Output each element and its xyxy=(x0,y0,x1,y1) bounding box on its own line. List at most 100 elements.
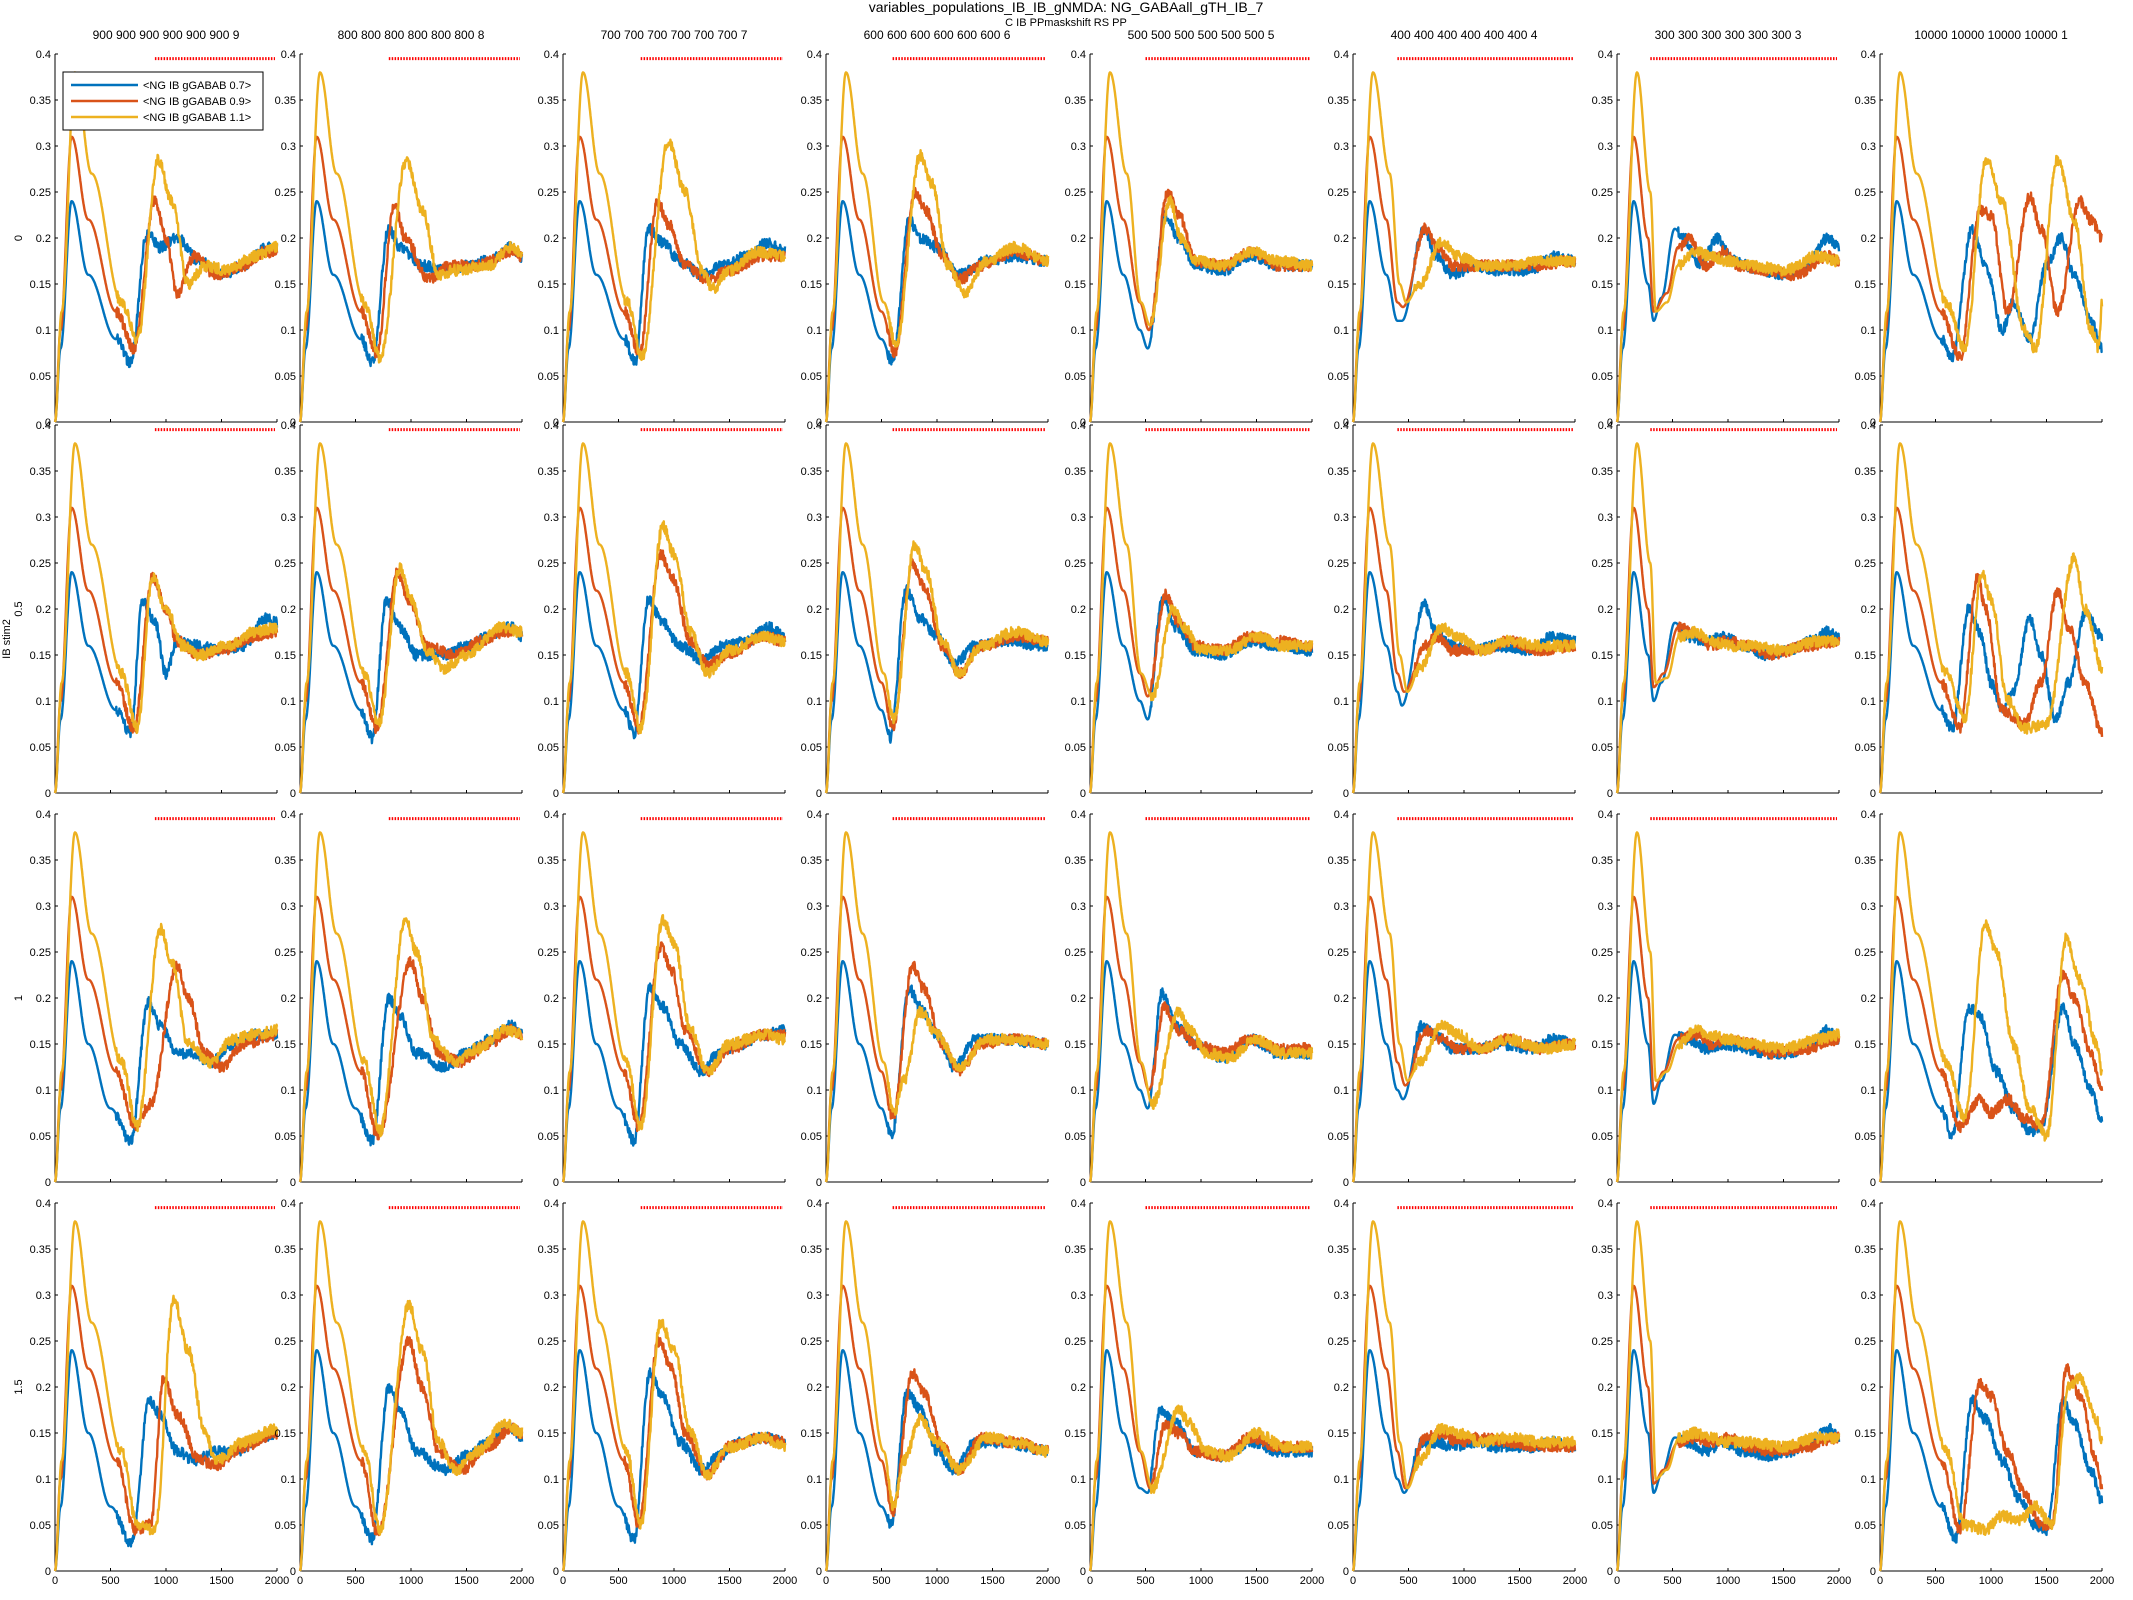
y-tick-label: 0.15 xyxy=(538,1039,559,1051)
y-tick-label: 0.15 xyxy=(801,1428,822,1440)
y-tick-label: 0.15 xyxy=(1065,650,1086,662)
y-tick-label: 0.1 xyxy=(1598,1474,1613,1486)
y-tick-label: 0.15 xyxy=(30,1039,51,1051)
y-tick-label: 0.4 xyxy=(1861,1198,1876,1210)
series-line-0 xyxy=(298,960,524,1183)
y-tick-label: 0.2 xyxy=(544,604,559,616)
y-tick-label: 0.05 xyxy=(1065,371,1086,383)
series-line-2 xyxy=(561,831,786,1183)
series-line-2 xyxy=(1878,831,2104,1183)
y-tick-label: 0 xyxy=(816,788,822,800)
series-line-0 xyxy=(1615,200,1841,423)
y-tick-label: 0 xyxy=(1870,1177,1876,1189)
x-tick-label: 1500 xyxy=(1771,1575,1795,1587)
series-line-2 xyxy=(53,1220,279,1572)
y-tick-label: 0.1 xyxy=(1598,325,1613,337)
y-tick-label: 0.2 xyxy=(1598,1382,1613,1394)
series-line-0 xyxy=(1351,960,1577,1183)
y-tick-label: 0.15 xyxy=(275,279,296,291)
panel-r1-c3: 0 0.05 0.1 0.15 0.2 0.25 0.3 0.35 0.4 xyxy=(801,420,1050,800)
x-tick-label: 1500 xyxy=(717,1575,741,1587)
y-tick-label: 0.3 xyxy=(1598,901,1613,913)
series-line-1 xyxy=(53,135,279,423)
y-tick-label: 0 xyxy=(1870,788,1876,800)
y-tick-label: 0.4 xyxy=(1598,420,1613,432)
y-tick-label: 0.15 xyxy=(1592,650,1613,662)
y-tick-label: 0.2 xyxy=(1071,993,1086,1005)
panel-r1-c5: 0 0.05 0.1 0.15 0.2 0.25 0.3 0.35 0.4 xyxy=(1328,420,1577,800)
y-tick-label: 0.2 xyxy=(1334,1382,1349,1394)
y-tick-label: 0.3 xyxy=(1071,141,1086,153)
y-tick-label: 0.1 xyxy=(281,696,296,708)
y-tick-label: 0.25 xyxy=(1328,1336,1349,1348)
y-tick-label: 0.05 xyxy=(30,742,51,754)
x-tick-label: 500 xyxy=(872,1575,890,1587)
series-line-0 xyxy=(1878,960,2104,1183)
panel-r0-c1: 0 0.05 0.1 0.15 0.2 0.25 0.3 0.35 0.4 800 800 800… xyxy=(275,28,524,429)
y-tick-label: 0.3 xyxy=(1071,1290,1086,1302)
y-tick-label: 0.25 xyxy=(1592,558,1613,570)
y-tick-label: 0.05 xyxy=(801,371,822,383)
x-tick-label: 0 xyxy=(1614,1575,1620,1587)
y-tick-label: 0.15 xyxy=(1592,1039,1613,1051)
x-tick-label: 0 xyxy=(1350,1575,1356,1587)
y-tick-label: 0.25 xyxy=(30,187,51,199)
series-line-1 xyxy=(1088,895,1314,1183)
series-line-2 xyxy=(298,1220,524,1572)
y-tick-label: 0.05 xyxy=(1855,742,1876,754)
y-tick-label: 0.25 xyxy=(275,187,296,199)
y-tick-label: 0.25 xyxy=(1065,947,1086,959)
y-tick-label: 0.3 xyxy=(36,901,51,913)
y-tick-label: 0 xyxy=(1080,1566,1086,1578)
y-tick-label: 0.1 xyxy=(1861,1474,1876,1486)
y-tick-label: 0.25 xyxy=(801,1336,822,1348)
panel-r2-c5: 0 0.05 0.1 0.15 0.2 0.25 0.3 0.35 0.4 xyxy=(1328,809,1577,1189)
y-tick-label: 0.2 xyxy=(36,233,51,245)
y-tick-label: 0.2 xyxy=(1598,233,1613,245)
y-tick-label: 0.3 xyxy=(1598,512,1613,524)
series-line-0 xyxy=(561,571,787,794)
series-line-0 xyxy=(298,200,524,423)
y-tick-label: 0.25 xyxy=(538,947,559,959)
panel-r0-c3: 0 0.05 0.1 0.15 0.2 0.25 0.3 0.35 0.4 600 600 600… xyxy=(801,28,1050,429)
y-tick-label: 0.05 xyxy=(538,1131,559,1143)
series-line-0 xyxy=(1615,1349,1841,1572)
y-tick-label: 0.3 xyxy=(807,141,822,153)
y-tick-label: 0.2 xyxy=(1861,993,1876,1005)
y-tick-label: 0.35 xyxy=(801,855,822,867)
y-tick-label: 0.3 xyxy=(281,1290,296,1302)
y-tick-label: 0 xyxy=(45,1566,51,1578)
y-tick-label: 0.1 xyxy=(1071,325,1086,337)
series-line-0 xyxy=(1878,200,2103,423)
y-tick-label: 0 xyxy=(1343,1566,1349,1578)
x-tick-label: 1000 xyxy=(154,1575,178,1587)
x-tick-label: 1500 xyxy=(980,1575,1004,1587)
legend-entry: <NG IB gGABAB 0.9> xyxy=(143,96,251,108)
y-tick-label: 0 xyxy=(290,417,296,429)
y-tick-label: 0.2 xyxy=(1071,604,1086,616)
y-tick-label: 0.05 xyxy=(275,371,296,383)
series-line-0 xyxy=(1615,571,1841,794)
y-tick-label: 0 xyxy=(816,1177,822,1189)
y-tick-label: 0.05 xyxy=(538,371,559,383)
series-line-1 xyxy=(1878,895,2104,1183)
y-tick-label: 0.2 xyxy=(281,1382,296,1394)
y-tick-label: 0.3 xyxy=(544,141,559,153)
y-tick-label: 0.35 xyxy=(30,1244,51,1256)
y-tick-label: 0.05 xyxy=(1855,1520,1876,1532)
y-tick-label: 0.15 xyxy=(275,1039,296,1051)
row-axis-label: IB stim2 xyxy=(1,619,13,659)
series-line-0 xyxy=(1088,960,1314,1183)
x-tick-label: 2000 xyxy=(1827,1575,1851,1587)
y-tick-label: 0 xyxy=(553,1177,559,1189)
y-tick-label: 0.1 xyxy=(1071,1085,1086,1097)
y-tick-label: 0.05 xyxy=(275,742,296,754)
y-tick-label: 0.2 xyxy=(36,993,51,1005)
y-tick-label: 0.05 xyxy=(538,1520,559,1532)
y-tick-label: 0.2 xyxy=(1334,233,1349,245)
y-tick-label: 0 xyxy=(1080,788,1086,800)
y-tick-label: 0 xyxy=(45,417,51,429)
y-tick-label: 0.35 xyxy=(801,1244,822,1256)
y-tick-label: 0.15 xyxy=(1328,1039,1349,1051)
